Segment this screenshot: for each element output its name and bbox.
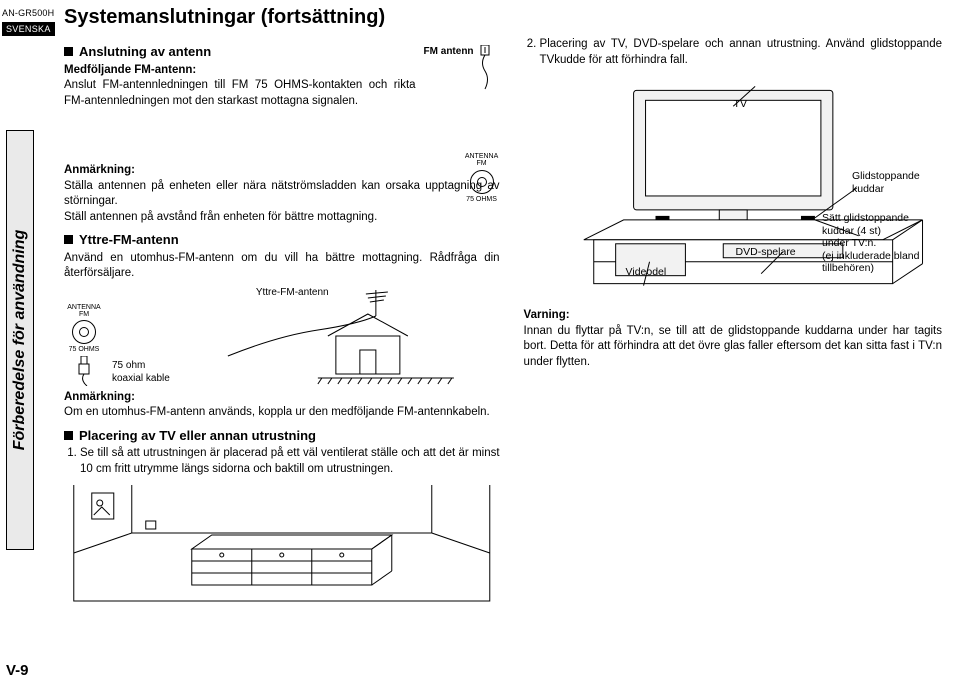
callout-tv: TV xyxy=(734,98,747,111)
left-rail: AN-GR500H SVENSKA Förberedelse för använ… xyxy=(0,0,58,689)
note-label: Anmärkning: xyxy=(64,391,135,403)
side-tab: Förberedelse för användning xyxy=(6,130,34,550)
outdoor-antenna-label: Yttre-FM-antenn xyxy=(256,286,329,300)
section-heading-text: Placering av TV eller annan utrustning xyxy=(79,427,316,445)
page-content: Systemanslutningar (fortsättning) Anslut… xyxy=(58,0,960,689)
callout-video: Videodel xyxy=(626,266,667,279)
fm-antenna-label: FM antenn xyxy=(424,45,474,59)
jack-label: FM xyxy=(64,311,104,318)
tv-diagram: TV Glidstoppande kuddar DVD-spelare Vide… xyxy=(524,72,942,302)
page-number: V-9 xyxy=(6,662,29,679)
section-heading: Yttre-FM-antenn xyxy=(64,231,500,249)
callout-satt: Sätt glidstoppande kuddar (4 st) under T… xyxy=(822,212,942,275)
coax-plug-icon xyxy=(77,356,91,386)
outdoor-antenna-figure: ANTENNA FM 75 OHMS 75 ohm k xyxy=(64,286,500,386)
column-left: Anslutning av antenn Medföljande FM-ante… xyxy=(64,37,500,679)
warning-label: Varning: xyxy=(524,309,570,321)
numbered-list: Se till så att utrustningen är placerad … xyxy=(80,446,500,477)
callout-glid: Glidstoppande kuddar xyxy=(852,170,942,195)
body-text: Ställ antennen på avstånd från enheten f… xyxy=(64,211,377,223)
body-text: Om en utomhus-FM-antenn används, koppla … xyxy=(64,406,490,418)
list-item: Se till så att utrustningen är placerad … xyxy=(80,446,500,477)
room-illustration xyxy=(64,483,500,603)
callout-dvd: DVD-spelare xyxy=(736,246,796,259)
section-heading-text: Anslutning av antenn xyxy=(79,43,211,61)
page-title: Systemanslutningar (fortsättning) xyxy=(64,6,942,29)
note-label: Anmärkning: xyxy=(64,164,135,176)
subheading: Medföljande FM-antenn: xyxy=(64,64,196,76)
jack-label: 75 OHMS xyxy=(64,346,104,353)
coax-label: 75 ohm koaxial kable xyxy=(112,359,170,386)
fm-antenna-aside: FM antenn xyxy=(424,45,502,91)
side-tab-label: Förberedelse för användning xyxy=(11,230,29,450)
list-item: Placering av TV, DVD-spelare och annan u… xyxy=(540,37,942,68)
column-right: Placering av TV, DVD-spelare och annan u… xyxy=(524,37,942,679)
antenna-jack-icon: ANTENNA FM 75 OHMS xyxy=(64,304,104,354)
body-text: Ställa antennen på enheten eller nära nä… xyxy=(64,180,500,208)
section-heading: Placering av TV eller annan utrustning xyxy=(64,427,500,445)
body-text: Innan du flyttar på TV:n, se till att de… xyxy=(524,325,942,368)
jack-label: 75 OHMS xyxy=(462,196,502,203)
jack-label: ANTENNA xyxy=(64,304,104,311)
model-label: AN-GR500H xyxy=(2,8,54,18)
body-text: Använd en utomhus-FM-antenn om du vill h… xyxy=(64,251,500,282)
numbered-list: Placering av TV, DVD-spelare och annan u… xyxy=(540,37,942,68)
jack-label: ANTENNA xyxy=(462,153,502,160)
language-badge: SVENSKA xyxy=(2,22,55,36)
fm-wire-icon xyxy=(478,45,492,91)
house-icon xyxy=(176,286,500,386)
section-heading-text: Yttre-FM-antenn xyxy=(79,231,179,249)
jack-label: FM xyxy=(462,160,502,167)
antenna-jack-icon: ANTENNA FM 75 OHMS xyxy=(462,153,502,203)
body-text: Anslut FM-antennledningen till FM 75 OHM… xyxy=(64,79,416,107)
